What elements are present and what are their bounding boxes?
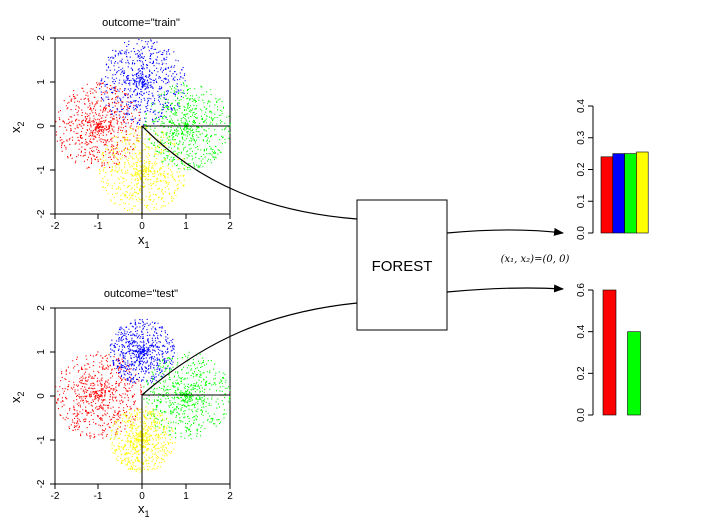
train-scatter-panel: outcome="train" -2 -1 0 1 2 -2 -1 0 [8,17,233,250]
test-y-axis: -2 -1 0 1 2 [36,305,55,488]
query-point-label: (x₁, x₂)=(0, 0) [501,254,570,265]
test-x-tick-label: -2 [51,491,60,502]
bar-y-tick-label: 0.4 [576,99,587,113]
bar-y-tick-label: 0.0 [576,408,587,422]
test-scatter-panel: outcome="test" -2 -1 0 1 2 -2 -1 0 1 [8,288,233,519]
bar-red [600,156,614,234]
train-to-forest-curve [141,125,358,220]
bar-y-tick-label: 0.4 [576,324,587,338]
forest-to-train-bars-arrow [446,227,564,236]
train-y-tick-label: -2 [36,209,47,218]
test-y-tick-label: 0 [36,393,47,399]
bar-red [602,289,617,416]
train-x-axis-label: x1 [138,232,150,250]
test-x-axis-label: x1 [138,501,150,519]
bar-y-tick-label: 0.2 [576,366,587,380]
forest-to-test-bars-arrow [446,284,564,293]
train-x-tick-label: -1 [94,221,103,232]
scatter-cluster-1 [109,318,175,384]
bar-blue [612,153,625,234]
test-x-tick-label: 2 [227,491,233,502]
scatter-cluster-0 [55,82,143,169]
bar-y-tick-label: 0.3 [576,130,587,144]
train-y-tick-label: 1 [36,79,47,85]
test-y-tick-label: 2 [36,305,47,311]
test-x-tick-label: 0 [139,491,145,502]
bar-y-tick-label: 0.2 [576,162,587,176]
test-y-tick-label: 1 [36,349,47,355]
bar-green [627,331,641,416]
test-x-tick-label: 1 [183,491,189,502]
test-probability-bar-chart: 0.0 0.2 0.4 0.6 [576,283,641,422]
bar-green [624,153,637,234]
scatter-cluster-0 [54,351,143,439]
test-panel-title: outcome="test" [104,288,178,300]
scatter-cluster-3 [98,126,187,214]
bar-y-tick-label: 0.6 [576,283,587,297]
train-panel-title: outcome="train" [102,17,180,29]
test-x-axis: -2 -1 0 1 2 [51,484,233,502]
train-y-axis-label: x2 [8,121,26,133]
test-x-tick-label: -1 [94,491,103,502]
forest-label: FOREST [372,258,433,275]
train-x-tick-label: 1 [183,221,189,232]
train-y-tick-label: 2 [36,35,47,41]
train-x-tick-label: -2 [51,221,60,232]
train-probability-bar-chart: 0.0 0.1 0.2 0.3 0.4 [576,99,649,240]
forest-box [356,199,448,331]
bar-y-tick-label: 0.1 [576,194,587,208]
train-y-tick-label: -1 [36,165,47,174]
bar-yellow [636,151,649,234]
train-y-axis: -2 -1 0 1 2 [36,35,55,218]
scatter-cluster-1 [99,39,186,126]
test-y-axis-label: x2 [8,391,26,403]
train-x-tick-label: 0 [139,221,145,232]
scatter-cluster-3 [109,406,176,473]
test-point-cloud [54,318,231,473]
train-x-tick-label: 2 [227,221,233,232]
test-to-forest-curve [141,302,358,396]
test-y-tick-label: -2 [36,479,47,488]
bar-y-tick-label: 0.0 [576,226,587,240]
train-x-axis: -2 -1 0 1 2 [51,214,233,232]
test-y-tick-label: -1 [36,435,47,444]
train-y-tick-label: 0 [36,123,47,129]
